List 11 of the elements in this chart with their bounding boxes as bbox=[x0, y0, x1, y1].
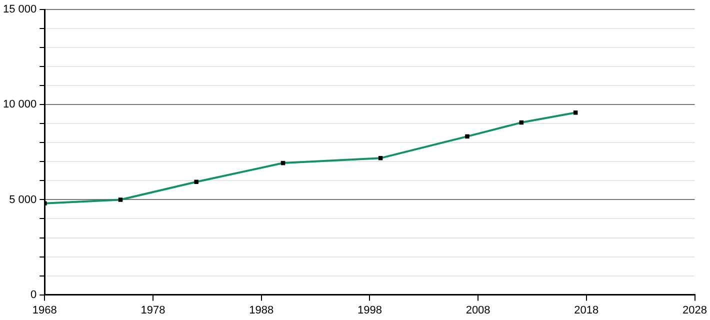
y-tick-label: 10 000 bbox=[2, 98, 37, 111]
x-tick-label: 2028 bbox=[682, 304, 708, 316]
y-tick-label: 0 bbox=[30, 288, 37, 301]
y-tick-label: 5 000 bbox=[9, 194, 37, 206]
y-tick-label: 15 000 bbox=[2, 4, 37, 16]
x-tick-label: 1988 bbox=[249, 304, 274, 316]
x-tick-label: 2008 bbox=[466, 304, 490, 316]
x-tick-label: 1978 bbox=[140, 304, 166, 316]
x-tick-label: 2018 bbox=[574, 304, 599, 316]
x-tick-label: 1998 bbox=[357, 304, 382, 316]
x-tick-label: 1968 bbox=[32, 304, 57, 316]
